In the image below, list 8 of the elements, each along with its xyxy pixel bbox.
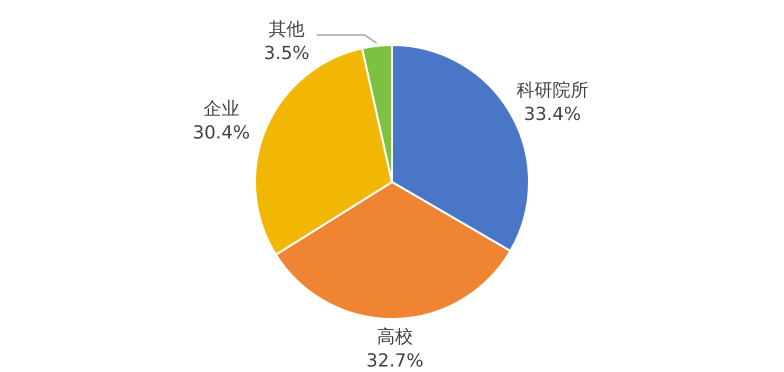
slice-label: 科研院所 (516, 80, 588, 102)
data-label: 32.7% (366, 350, 424, 372)
slice-label: 企业 (203, 98, 240, 120)
data-label: 30.4% (192, 122, 250, 144)
data-label: 33.4% (524, 104, 581, 126)
slice-label: 高校 (376, 326, 413, 348)
slice-label: 其他 (268, 19, 305, 40)
data-label: 3.5% (264, 43, 310, 64)
